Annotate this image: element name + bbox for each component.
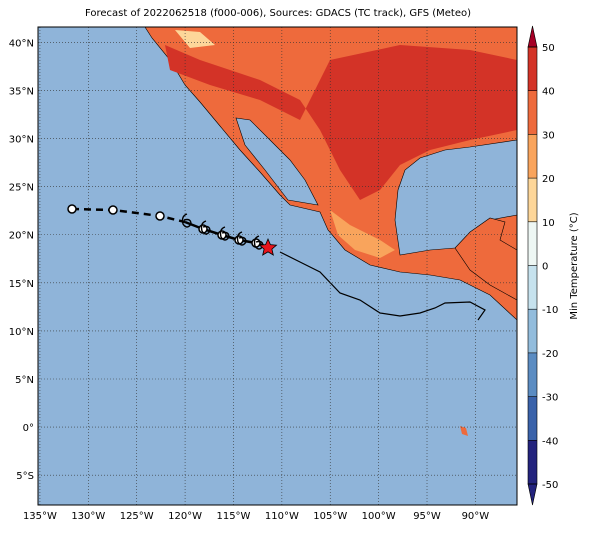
y-tick-label: 5°S: [16, 471, 34, 482]
colorbar-band: [528, 440, 537, 484]
colorbar-band: [528, 47, 537, 91]
colorbar-tick-label: 10: [542, 218, 555, 229]
storm-symbol: [181, 213, 192, 228]
y-tick-label: 0°: [23, 423, 34, 434]
x-tick-label: 115°W: [216, 511, 250, 522]
y-tick-label: 35°N: [9, 86, 34, 97]
colorbar-extend-low: [527, 483, 538, 506]
colorbar-tick-label: -20: [542, 349, 558, 360]
x-tick-label: 105°W: [313, 511, 347, 522]
storm-symbol: [236, 231, 247, 246]
track-point: [155, 211, 165, 221]
land: [454, 217, 518, 301]
y-tick-label: 20°N: [9, 231, 34, 242]
y-tick-label: 40°N: [9, 38, 34, 49]
land-mild: [175, 30, 215, 48]
x-tick-label: 125°W: [120, 511, 154, 522]
colorbar-tick-label: -50: [542, 480, 558, 491]
x-tick-label: 95°W: [413, 511, 441, 522]
colorbar-tick-label: 40: [542, 87, 555, 98]
colorbar-tick-label: 30: [542, 130, 555, 141]
track-point: [108, 205, 118, 215]
x-tick-label: 130°W: [71, 511, 105, 522]
title: Forecast of 2022062518 (f000-006), Sourc…: [85, 8, 471, 19]
colorbar-tick-label: -40: [542, 436, 558, 447]
land-hot: [165, 45, 517, 200]
colorbar-band: [528, 221, 537, 266]
colorbar-tick-label: 20: [542, 174, 555, 185]
y-tick-label: 30°N: [9, 135, 34, 146]
map-frame: [37, 26, 518, 506]
colorbar-extend-high: [527, 25, 538, 48]
colorbar-band: [528, 309, 537, 353]
gulf-of-california: [235, 117, 319, 206]
colorbar-band: [528, 90, 537, 135]
y-tick-label: 5°N: [15, 375, 34, 386]
track-point: [67, 204, 77, 214]
colorbar-band: [528, 265, 537, 310]
colorbar-tick-label: 0: [542, 262, 548, 273]
map: [37, 26, 518, 506]
colorbar-band: [528, 178, 537, 222]
colorbar-tick-label: 50: [542, 43, 555, 54]
colorbar-tick-label: -10: [542, 305, 558, 316]
x-tick-label: 110°W: [265, 511, 299, 522]
colorbar: -50 -40 -30 -20 -10 0 10 20 30 40 50 Min Temperatur…: [527, 25, 580, 506]
y-tick-label: 15°N: [9, 279, 34, 290]
storm-symbols: [181, 213, 264, 250]
y-tick-label: 10°N: [9, 327, 34, 338]
colorbar-band: [528, 396, 537, 441]
track-point: [251, 238, 261, 248]
x-tick-label: 100°W: [362, 511, 396, 522]
x-tick-label: 135°W: [23, 511, 57, 522]
x-tick-label: 120°W: [168, 511, 202, 522]
x-tick-label: 90°W: [462, 511, 490, 522]
storm-symbol: [200, 220, 211, 235]
coastline: [279, 251, 486, 321]
track-forecast: [71, 207, 186, 224]
colorbar-band: [528, 352, 537, 397]
island: [460, 426, 468, 436]
y-tick-label: 25°N: [9, 183, 34, 194]
colorbar-tick-label: -30: [542, 393, 558, 404]
grid: [38, 27, 517, 505]
colorbar-band: [528, 134, 537, 179]
colorbar-label: Min Temperature (°C): [569, 212, 580, 319]
current-position: [258, 237, 278, 256]
storm-symbol: [253, 235, 264, 250]
storm-symbol: [219, 226, 230, 241]
